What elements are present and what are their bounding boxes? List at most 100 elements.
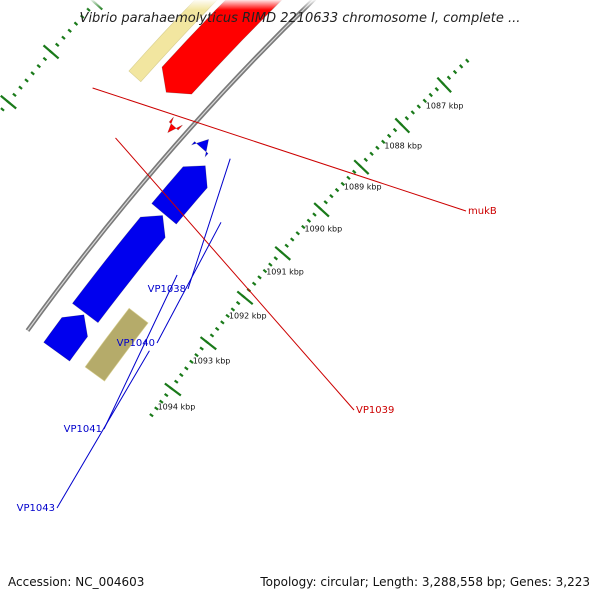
track-dot-inner [381, 139, 386, 145]
track-dot-inner [465, 58, 470, 63]
gene-label-leader [156, 222, 222, 344]
track-dot-outer [42, 56, 48, 62]
scale-tick [353, 159, 370, 175]
gene-label-mukb[interactable]: mukB [468, 206, 497, 217]
track-dot-inner [363, 157, 368, 162]
track-dot-inner [225, 313, 230, 319]
scale-tick [164, 382, 182, 397]
track-dot-inner [268, 262, 273, 267]
tick-label: 1094 kbp [158, 402, 196, 411]
accession-text: Accession: NC_004603 [8, 575, 144, 589]
track-dot-outer [36, 64, 41, 69]
track-dot-outer [73, 21, 79, 26]
track-dot-outer [30, 71, 35, 76]
track-dot-inner [149, 413, 154, 418]
track-dot-inner [220, 320, 225, 325]
track-dot-inner [179, 372, 184, 378]
tick-label: 1091 kbp [266, 268, 304, 277]
track-dot-inner [301, 224, 306, 230]
track-dot-outer [55, 42, 60, 47]
track-dot-outer [67, 28, 72, 33]
scale-tick [313, 202, 330, 218]
gene-label-vp1041[interactable]: VP1041 [64, 424, 102, 435]
gene-label-leader [115, 137, 355, 411]
track-dot-inner [428, 92, 433, 98]
scale-tick [436, 76, 452, 93]
gene-label-leader [56, 350, 150, 509]
track-dot-inner [312, 212, 317, 217]
tick-label: 1087 kbp [426, 101, 464, 110]
gene-vp1041-arrow-feature[interactable] [72, 215, 166, 324]
backbone-ring [25, 0, 317, 332]
track-dot-inner [329, 193, 334, 199]
track-dot-inner [164, 392, 169, 398]
gene-label-leader [187, 158, 231, 290]
gene-vp1038-arrow-feature[interactable] [190, 138, 210, 158]
track-dot-inner [458, 64, 464, 69]
gene-label-vp1039[interactable]: VP1039 [356, 405, 394, 416]
track-dot-outer [0, 107, 5, 112]
gene-labels: mukB VP1038 VP1039 VP1040 VP1041 VP1043 [17, 87, 497, 514]
track-dot-inner [306, 218, 312, 223]
track-dot-inner [189, 359, 194, 364]
track-dot-inner [410, 110, 415, 115]
track-dot-inner [173, 379, 179, 384]
gene-vp1040-arrow-feature[interactable] [151, 165, 208, 225]
gene-vp1041-gene-arc[interactable] [84, 307, 149, 382]
track-dot-inner [369, 151, 374, 156]
track-dot-inner [194, 353, 199, 358]
track-dot-inner [386, 133, 392, 139]
gene-vp1043-arrow-feature[interactable] [43, 314, 88, 362]
track-dot-inner [375, 145, 380, 150]
track-dot-inner [295, 231, 300, 236]
track-dot-inner [257, 275, 262, 280]
track-dot-inner [209, 333, 215, 338]
top-fade [0, 0, 600, 10]
scale-tick-outer [42, 44, 60, 60]
track-dot-outer [12, 92, 17, 98]
track-dot-outer [18, 85, 23, 90]
track-dot-inner [235, 300, 241, 306]
gene-label-vp1040[interactable]: VP1040 [117, 338, 155, 349]
track-dot-inner [273, 256, 279, 261]
track-dot-inner [284, 243, 289, 248]
track-dot-inner [434, 87, 439, 92]
gene-mukb-arrow-feature[interactable] [161, 0, 348, 95]
gene-label-vp1043[interactable]: VP1043 [17, 503, 55, 514]
map-title: Vibrio parahaemolyticus RIMD 2210633 chr… [80, 11, 521, 26]
gene-label-vp1038[interactable]: VP1038 [148, 284, 186, 295]
tick-label: 1092 kbp [229, 312, 267, 321]
tick-label: 1090 kbp [304, 225, 342, 234]
backbone-arc-highlight [27, 0, 315, 331]
track-dot-inner [422, 98, 427, 103]
track-dot-inner [230, 307, 236, 312]
tick-label: 1093 kbp [193, 357, 231, 366]
track-dot-inner [446, 75, 452, 80]
track-dot-inner [251, 281, 257, 286]
track-dot-inner [452, 69, 458, 75]
scale-tick-outer [0, 94, 17, 110]
track-dot-inner [214, 326, 220, 332]
feature-track [43, 0, 348, 382]
tick-label: 1088 kbp [384, 141, 422, 150]
track-dot-inner [346, 175, 351, 181]
track-dot-inner [416, 104, 421, 109]
topology-text: Topology: circular; Length: 3,288,558 bp… [259, 575, 590, 589]
track-dot-inner [340, 181, 345, 187]
track-dot-inner [154, 406, 159, 411]
track-dot-inner [290, 237, 295, 242]
gene-label-leader [92, 87, 467, 212]
scale-tick [236, 290, 254, 306]
scale-tick [274, 245, 292, 261]
track-dot-inner [323, 200, 328, 205]
track-dot-outer [61, 35, 66, 40]
scale-ticks: 1087 kbp 1088 kbp 1089 kbp 1090 kbp 1091 kbp… [0, 0, 464, 411]
track-dot-inner [262, 268, 268, 274]
gene-vp1039-arrow-feature[interactable] [167, 116, 183, 134]
track-dot-inner [159, 399, 164, 404]
bottom-fade [0, 588, 600, 600]
track-dot-inner [392, 127, 398, 133]
track-dot-inner [184, 366, 189, 371]
